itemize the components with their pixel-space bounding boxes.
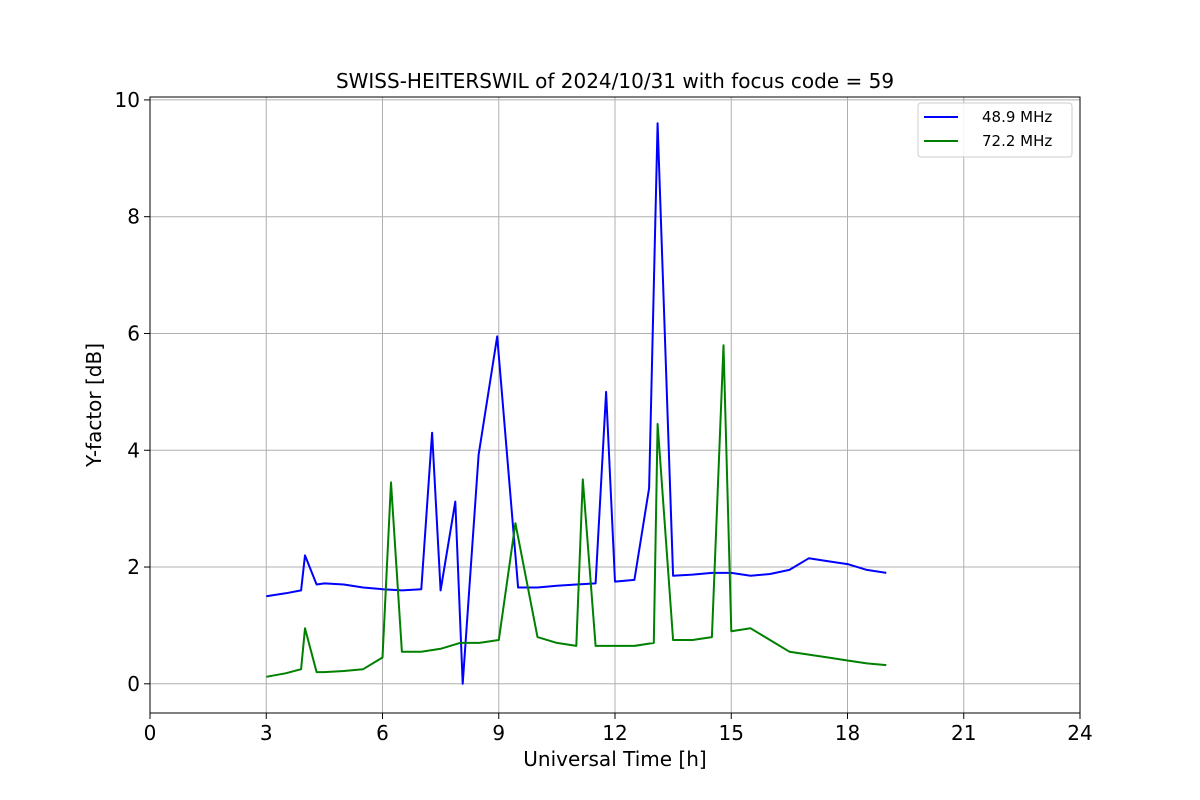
y-axis: 0 2 4 6 8 10 [115, 88, 150, 696]
y-tick-label: 6 [127, 321, 140, 345]
x-tick-label: 15 [719, 721, 744, 745]
series-line-2 [266, 344, 887, 678]
x-tick-label: 24 [1067, 721, 1092, 745]
y-axis-title: Y-factor [dB] [82, 343, 106, 468]
x-tick-label: 3 [260, 721, 273, 745]
x-tick-label: 18 [835, 721, 860, 745]
x-tick-label: 21 [951, 721, 976, 745]
y-tick-label: 2 [127, 555, 140, 579]
x-axis-title: Universal Time [h] [523, 747, 706, 771]
legend-label-1: 48.9 MHz [982, 108, 1052, 126]
legend: 48.9 MHz 72.2 MHz [917, 102, 1073, 158]
series-line-1 [266, 122, 887, 685]
y-tick-label: 8 [127, 205, 140, 229]
x-tick-label: 6 [376, 721, 389, 745]
x-axis: 0 3 6 9 12 15 18 21 24 [144, 713, 1093, 745]
y-tick-label: 0 [127, 672, 140, 696]
legend-label-2: 72.2 MHz [982, 132, 1052, 150]
y-tick-label: 10 [115, 88, 140, 112]
x-tick-label: 12 [602, 721, 627, 745]
series-layer [266, 122, 887, 685]
chart-title: SWISS-HEITERSWIL of 2024/10/31 with focu… [336, 69, 894, 93]
x-tick-label: 9 [492, 721, 505, 745]
x-tick-label: 0 [144, 721, 157, 745]
y-tick-label: 4 [127, 438, 140, 462]
